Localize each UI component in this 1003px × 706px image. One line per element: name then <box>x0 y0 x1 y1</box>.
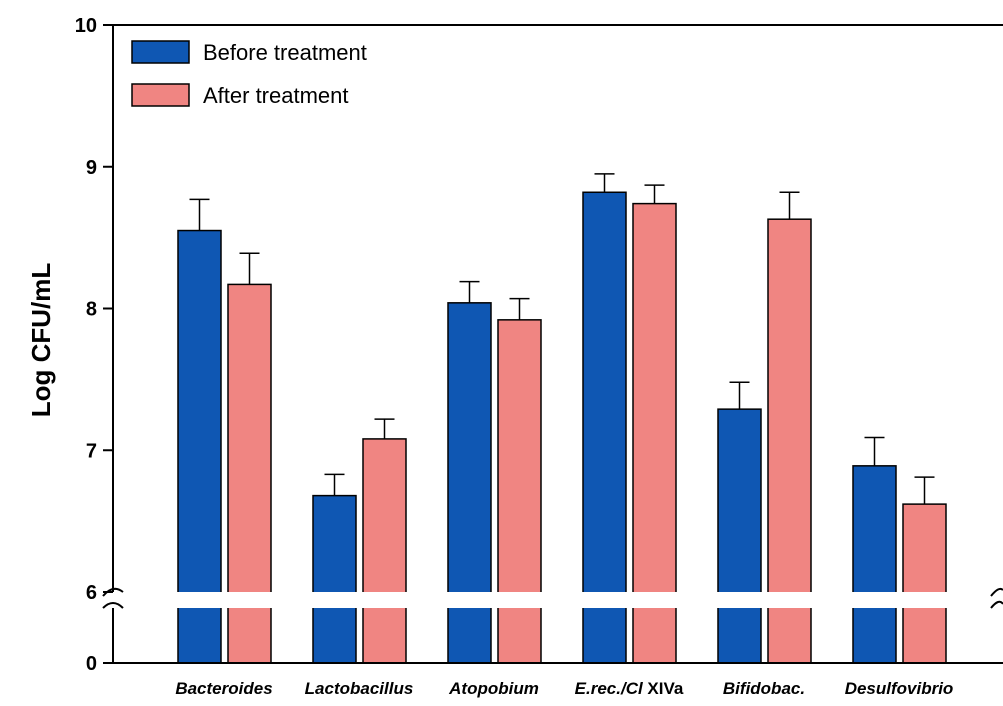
x-tick-label-1: Lactobacillus <box>305 679 414 698</box>
bar-after-2 <box>497 319 542 664</box>
legend-swatch-before <box>131 40 190 64</box>
x-tick-label-4: Bifidobac. <box>723 679 805 698</box>
x-tick-label-5: Desulfovibrio <box>845 679 954 698</box>
bar-after-1 <box>362 438 407 664</box>
bar-after-4 <box>767 218 812 664</box>
y-tick-label-8: 8 <box>86 299 97 321</box>
y-tick-label-10: 10 <box>75 15 97 37</box>
bar-after-5 <box>902 503 947 664</box>
axis-break-band <box>100 592 1003 608</box>
y-axis-title: Log CFU/mL <box>26 263 56 418</box>
labels-layer: 0 6 7 8 9 10 Bacteroides Lactobacillus Atopobium… <box>75 15 954 698</box>
legend: Before treatment After treatment <box>131 40 367 108</box>
legend-label-after: After treatment <box>203 83 349 108</box>
x-tick-label-0: Bacteroides <box>175 679 272 698</box>
break-mark-lower <box>102 602 124 609</box>
y-tick-label-9: 9 <box>86 157 97 179</box>
bar-before-5 <box>852 465 897 664</box>
break-mark-right-upper <box>990 587 1003 597</box>
bar-before-0 <box>177 229 222 664</box>
bar-before-4 <box>717 408 762 664</box>
break-mark-right-lower <box>990 600 1003 609</box>
bar-before-2 <box>447 302 492 664</box>
bar-before-1 <box>312 494 357 664</box>
y-tick-label-6: 6 <box>86 582 97 604</box>
error-bars-layer <box>189 173 935 505</box>
y-tick-label-7: 7 <box>86 440 97 462</box>
legend-label-before: Before treatment <box>203 40 367 65</box>
break-mark-upper <box>102 587 124 597</box>
bar-after-3 <box>632 202 677 664</box>
legend-swatch-after <box>131 83 190 107</box>
x-tick-label-2: Atopobium <box>448 679 539 698</box>
x-tick-label-3: E.rec./Cl XIVa <box>575 679 684 698</box>
axes-layer <box>102 24 1003 664</box>
y-tick-label-0: 0 <box>86 653 97 675</box>
axis-break-layer <box>100 592 1003 608</box>
